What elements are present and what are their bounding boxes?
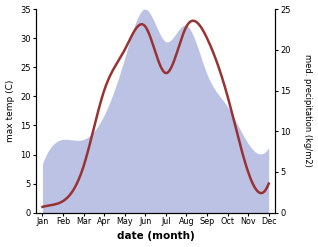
X-axis label: date (month): date (month): [117, 231, 195, 242]
Y-axis label: med. precipitation (kg/m2): med. precipitation (kg/m2): [303, 54, 313, 167]
Y-axis label: max temp (C): max temp (C): [5, 80, 15, 142]
